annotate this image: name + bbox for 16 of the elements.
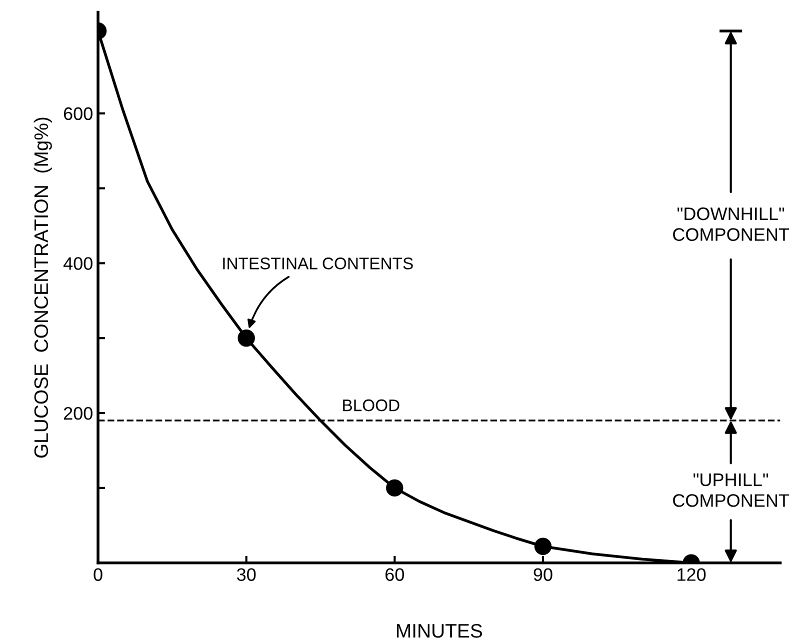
- y-axis-title: GLUCOSE CONCENTRATION (Mg%): [34, 118, 52, 458]
- x-tick-label: 90: [534, 568, 552, 581]
- annotation: "UPHILL" COMPONENT: [673, 474, 790, 507]
- y-tick-label: 400: [63, 257, 92, 270]
- point: [534, 538, 552, 555]
- x-axis-title: MINUTES: [396, 624, 482, 638]
- x-tick-label: 0: [94, 568, 102, 581]
- y-tick-label: 600: [64, 107, 92, 120]
- x-tick-label: 30: [236, 568, 256, 581]
- y-tick-label: 200: [64, 406, 92, 420]
- x-tick-label: 60: [386, 568, 404, 581]
- point: [386, 479, 404, 497]
- annotation: "DOWNHILL" COMPONENT: [673, 207, 790, 241]
- ref-line-label: BLOOD: [343, 399, 400, 412]
- series-label: INTESTINAL CONTENTS: [223, 258, 413, 270]
- x-tick-label: 120: [678, 568, 706, 581]
